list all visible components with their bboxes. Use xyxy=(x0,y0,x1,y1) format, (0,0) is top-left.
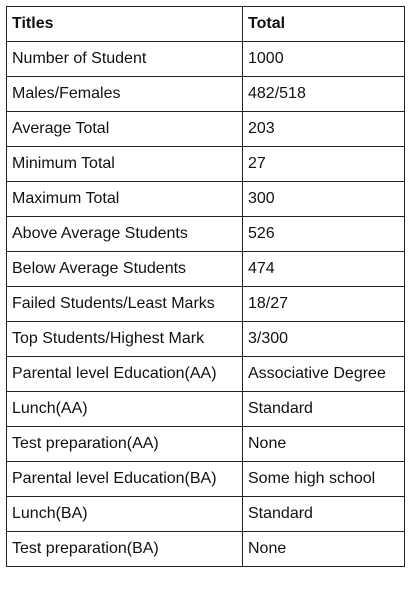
table-row: Failed Students/Least Marks 18/27 xyxy=(6,286,405,322)
row-value: None xyxy=(242,426,405,462)
row-value: 482/518 xyxy=(242,76,405,112)
row-title: Failed Students/Least Marks xyxy=(6,286,243,322)
row-value: 27 xyxy=(242,146,405,182)
row-value: 203 xyxy=(242,111,405,147)
row-value: 3/300 xyxy=(242,321,405,357)
table-row: Test preparation(AA) None xyxy=(6,426,405,462)
header-titles: Titles xyxy=(6,6,243,42)
row-title: Lunch(BA) xyxy=(6,496,243,532)
table-row: Maximum Total 300 xyxy=(6,181,405,217)
row-title: Below Average Students xyxy=(6,251,243,287)
row-title: Lunch(AA) xyxy=(6,391,243,427)
row-title: Males/Females xyxy=(6,76,243,112)
table-row: Lunch(AA) Standard xyxy=(6,391,405,427)
table-row: Below Average Students 474 xyxy=(6,251,405,287)
table-row: Top Students/Highest Mark 3/300 xyxy=(6,321,405,357)
row-value: 1000 xyxy=(242,41,405,77)
table-row: Parental level Education(AA) Associative… xyxy=(6,356,405,392)
row-value: 300 xyxy=(242,181,405,217)
row-value: Standard xyxy=(242,391,405,427)
table-row: Above Average Students 526 xyxy=(6,216,405,252)
row-title: Test preparation(AA) xyxy=(6,426,243,462)
summary-table: Titles Total Number of Student 1000 Male… xyxy=(6,6,405,567)
row-value: Standard xyxy=(242,496,405,532)
row-title: Average Total xyxy=(6,111,243,147)
table-header-row: Titles Total xyxy=(6,6,405,42)
row-title: Minimum Total xyxy=(6,146,243,182)
table-row: Test preparation(BA) None xyxy=(6,531,405,567)
row-value: Some high school xyxy=(242,461,405,497)
table-container: Titles Total Number of Student 1000 Male… xyxy=(6,6,405,567)
table-row: Minimum Total 27 xyxy=(6,146,405,182)
row-title: Test preparation(BA) xyxy=(6,531,243,567)
table-row: Parental level Education(BA) Some high s… xyxy=(6,461,405,497)
row-title: Above Average Students xyxy=(6,216,243,252)
table-row: Males/Females 482/518 xyxy=(6,76,405,112)
row-title: Number of Student xyxy=(6,41,243,77)
row-title: Top Students/Highest Mark xyxy=(6,321,243,357)
row-value: Associative Degree xyxy=(242,356,405,392)
row-value: 474 xyxy=(242,251,405,287)
row-value: 18/27 xyxy=(242,286,405,322)
row-title: Parental level Education(BA) xyxy=(6,461,243,497)
row-title: Maximum Total xyxy=(6,181,243,217)
row-value: 526 xyxy=(242,216,405,252)
row-title: Parental level Education(AA) xyxy=(6,356,243,392)
table-row: Average Total 203 xyxy=(6,111,405,147)
row-value: None xyxy=(242,531,405,567)
table-row: Number of Student 1000 xyxy=(6,41,405,77)
header-total: Total xyxy=(242,6,405,42)
table-row: Lunch(BA) Standard xyxy=(6,496,405,532)
